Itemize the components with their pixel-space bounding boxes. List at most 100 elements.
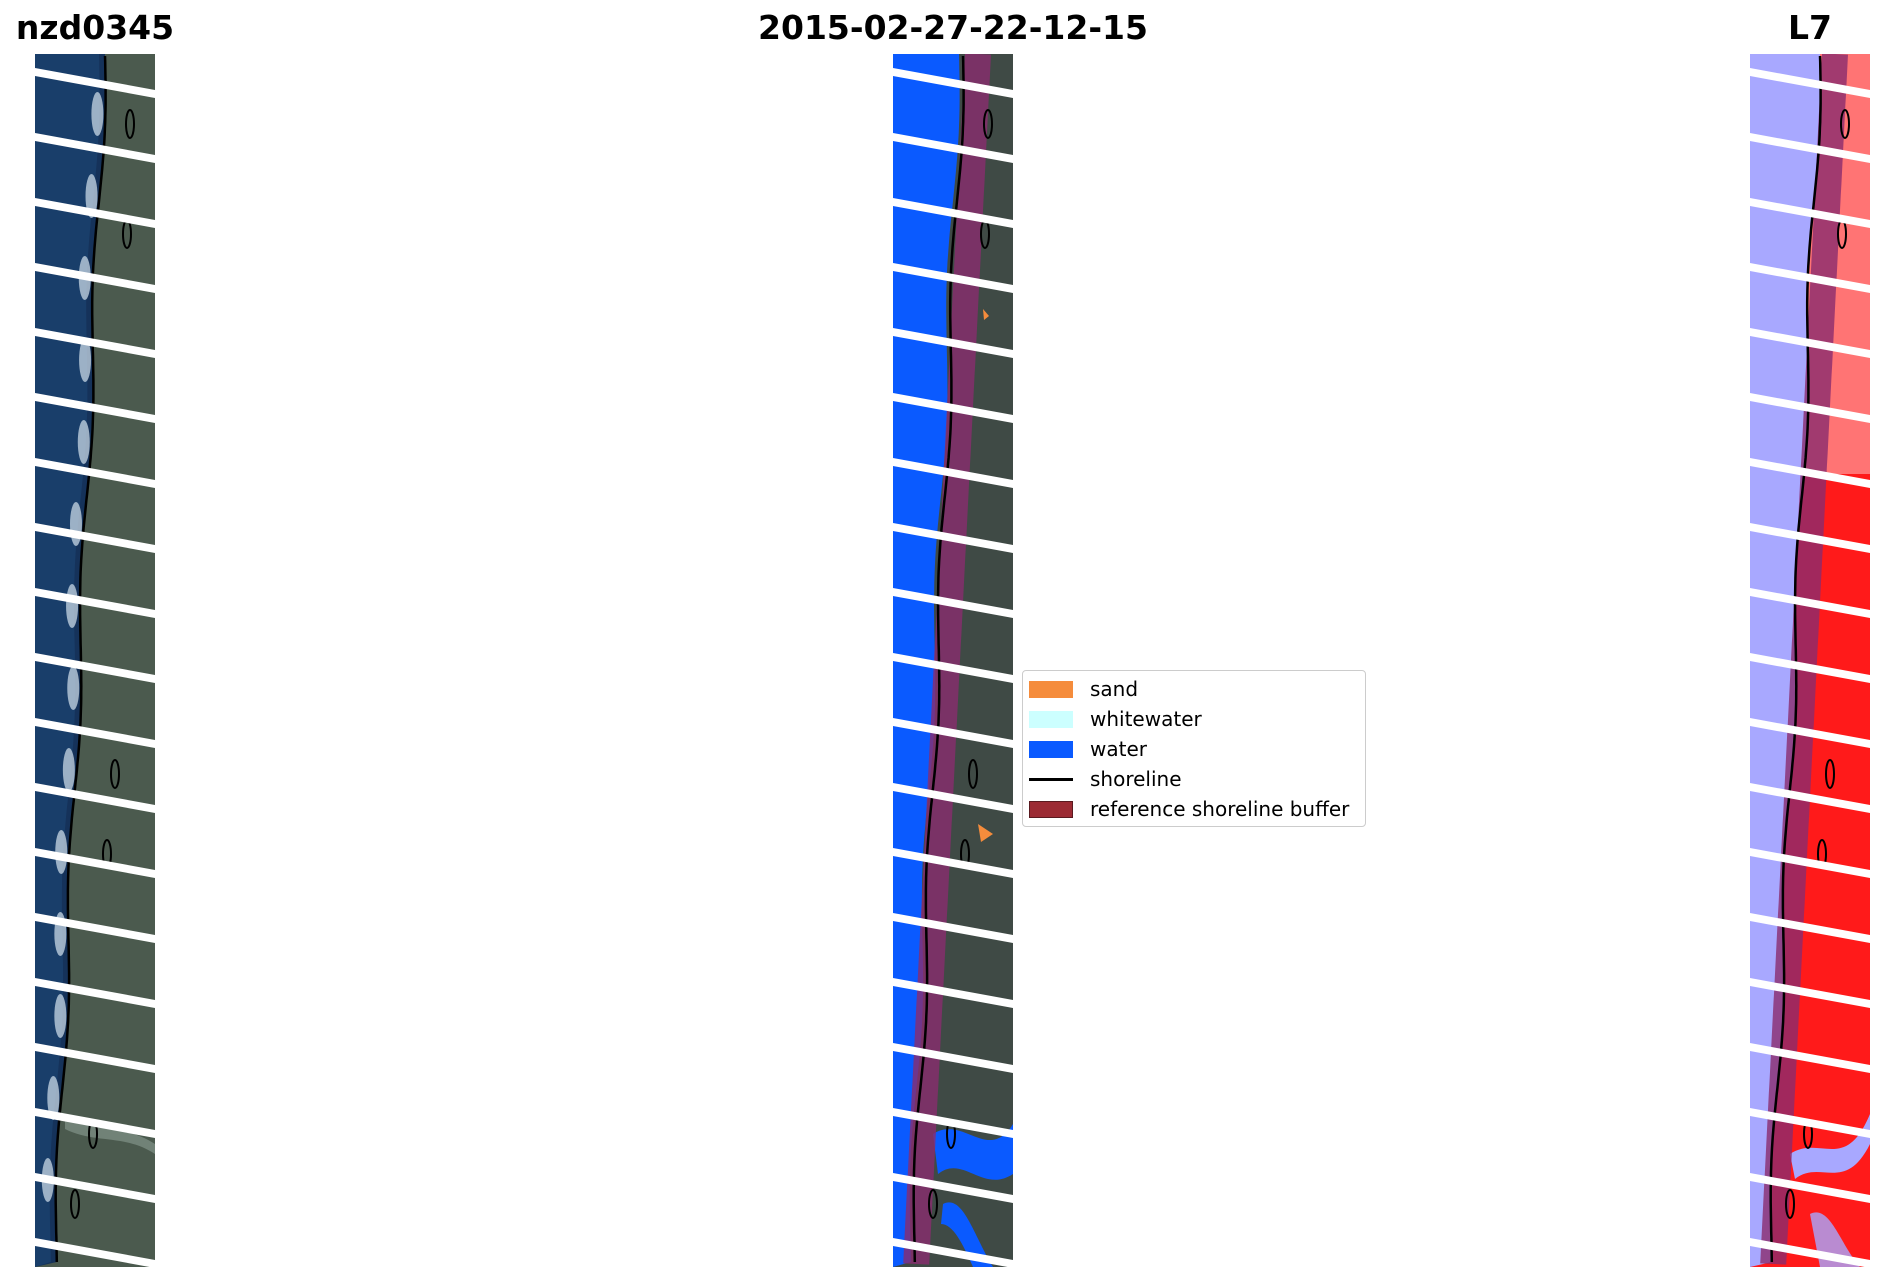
scan-line-gap xyxy=(1750,653,1870,683)
scan-line-gap xyxy=(35,588,155,618)
legend: sand whitewater water shoreline referenc… xyxy=(1022,670,1366,827)
scan-line-gap xyxy=(1750,1173,1870,1203)
surf-foam xyxy=(91,92,104,136)
classified-image xyxy=(893,54,1013,1267)
reference-shoreline-buffer xyxy=(1760,54,1848,1265)
scan-line-gap xyxy=(35,133,155,163)
shoreline-line-swatch xyxy=(1029,777,1073,781)
shoreline xyxy=(1769,55,1822,1263)
sand-class xyxy=(978,824,993,842)
scan-line-gap xyxy=(893,913,1013,943)
shoreline-contour xyxy=(983,109,993,139)
scan-line-gap xyxy=(35,198,155,228)
scan-line-gap xyxy=(1750,588,1870,618)
legend-item-whitewater: whitewater xyxy=(1029,706,1202,732)
legend-item-shoreline: shoreline xyxy=(1029,766,1182,792)
scan-line-gap xyxy=(893,263,1013,293)
legend-item-sand: sand xyxy=(1029,676,1138,702)
scan-line-gap xyxy=(893,783,1013,813)
scan-line-gap xyxy=(35,1173,155,1203)
scan-line-gap xyxy=(1750,328,1870,358)
shoreline-contour xyxy=(968,759,978,789)
rgb-image-panel xyxy=(35,54,155,1267)
scan-line-gap xyxy=(893,328,1013,358)
scan-line-gap xyxy=(893,393,1013,423)
legend-label-shoreline: shoreline xyxy=(1090,767,1182,791)
shoreline-contour xyxy=(70,1189,80,1219)
water-index-image xyxy=(1750,54,1870,1267)
legend-label-whitewater: whitewater xyxy=(1090,707,1202,731)
shoreline-contour xyxy=(928,1189,938,1219)
scan-line-gap xyxy=(1750,848,1870,878)
scan-line-gap xyxy=(1750,393,1870,423)
scan-line-gap xyxy=(35,1108,155,1138)
scan-line-gap xyxy=(35,783,155,813)
scan-line-gap xyxy=(893,198,1013,228)
scan-line-gap xyxy=(893,848,1013,878)
panel-title-rgb: nzd0345 xyxy=(15,8,175,47)
surf-foam xyxy=(79,338,92,382)
surf-foam xyxy=(85,174,98,218)
legend-label-water: water xyxy=(1090,737,1147,761)
shoreline-contour xyxy=(1825,759,1835,789)
rgb-satellite-image xyxy=(35,54,155,1267)
surf-foam xyxy=(67,666,80,710)
legend-item-buffer: reference shoreline buffer xyxy=(1029,796,1349,822)
buffer-swatch xyxy=(1029,800,1073,818)
scan-line-gap xyxy=(893,1238,1013,1267)
scan-line-gap xyxy=(35,523,155,553)
panel-title-date: 2015-02-27-22-12-15 xyxy=(758,8,1148,47)
scan-line-gap xyxy=(1750,523,1870,553)
scan-line-gap xyxy=(35,718,155,748)
scan-line-gap xyxy=(893,133,1013,163)
scan-line-gap xyxy=(35,458,155,488)
scan-line-gap xyxy=(1750,198,1870,228)
surf-foam xyxy=(55,830,68,874)
shoreline xyxy=(912,55,965,1263)
scan-line-gap xyxy=(35,328,155,358)
scan-line-gap xyxy=(893,458,1013,488)
whitewater-swatch xyxy=(1029,710,1073,728)
scan-line-gap xyxy=(35,1238,155,1267)
scan-line-gap xyxy=(35,848,155,878)
scan-line-gap xyxy=(893,978,1013,1008)
scan-line-gap xyxy=(1750,783,1870,813)
shoreline-contour xyxy=(125,109,135,139)
scan-line-gap xyxy=(893,523,1013,553)
scan-line-gap xyxy=(893,1173,1013,1203)
surf-foam xyxy=(66,584,79,628)
scan-line-gap xyxy=(1750,68,1870,98)
surf-foam xyxy=(77,420,90,464)
panel-title-satellite: L7 xyxy=(1788,8,1832,47)
classified-image-panel xyxy=(893,54,1013,1267)
water-index-panel xyxy=(1750,54,1870,1267)
surf-foam xyxy=(69,502,82,546)
scan-line-gap xyxy=(35,68,155,98)
scan-line-gap xyxy=(35,978,155,1008)
scan-line-gap xyxy=(893,718,1013,748)
surf-foam xyxy=(62,748,75,792)
scan-line-gap xyxy=(35,263,155,293)
water-swatch xyxy=(1029,740,1073,758)
sand-swatch xyxy=(1029,680,1073,698)
scan-line-gap xyxy=(893,588,1013,618)
legend-item-water: water xyxy=(1029,736,1147,762)
scan-line-gap xyxy=(1750,913,1870,943)
scan-line-gap xyxy=(893,1108,1013,1138)
scan-line-gap xyxy=(1750,978,1870,1008)
scan-line-gap xyxy=(893,68,1013,98)
scan-line-gap xyxy=(1750,718,1870,748)
shoreline-contour xyxy=(1785,1189,1795,1219)
scan-line-gap xyxy=(1750,1238,1870,1267)
scan-line-gap xyxy=(1750,1108,1870,1138)
scan-line-gap xyxy=(893,1043,1013,1073)
scan-line-gap xyxy=(1750,458,1870,488)
scan-line-gap xyxy=(1750,133,1870,163)
shoreline-contour xyxy=(110,759,120,789)
surf-foam xyxy=(54,994,67,1038)
scan-line-gap xyxy=(35,913,155,943)
scan-line-gap xyxy=(35,653,155,683)
reference-shoreline-buffer xyxy=(903,54,991,1265)
scan-line-gap xyxy=(35,393,155,423)
surf-foam xyxy=(47,1076,60,1120)
